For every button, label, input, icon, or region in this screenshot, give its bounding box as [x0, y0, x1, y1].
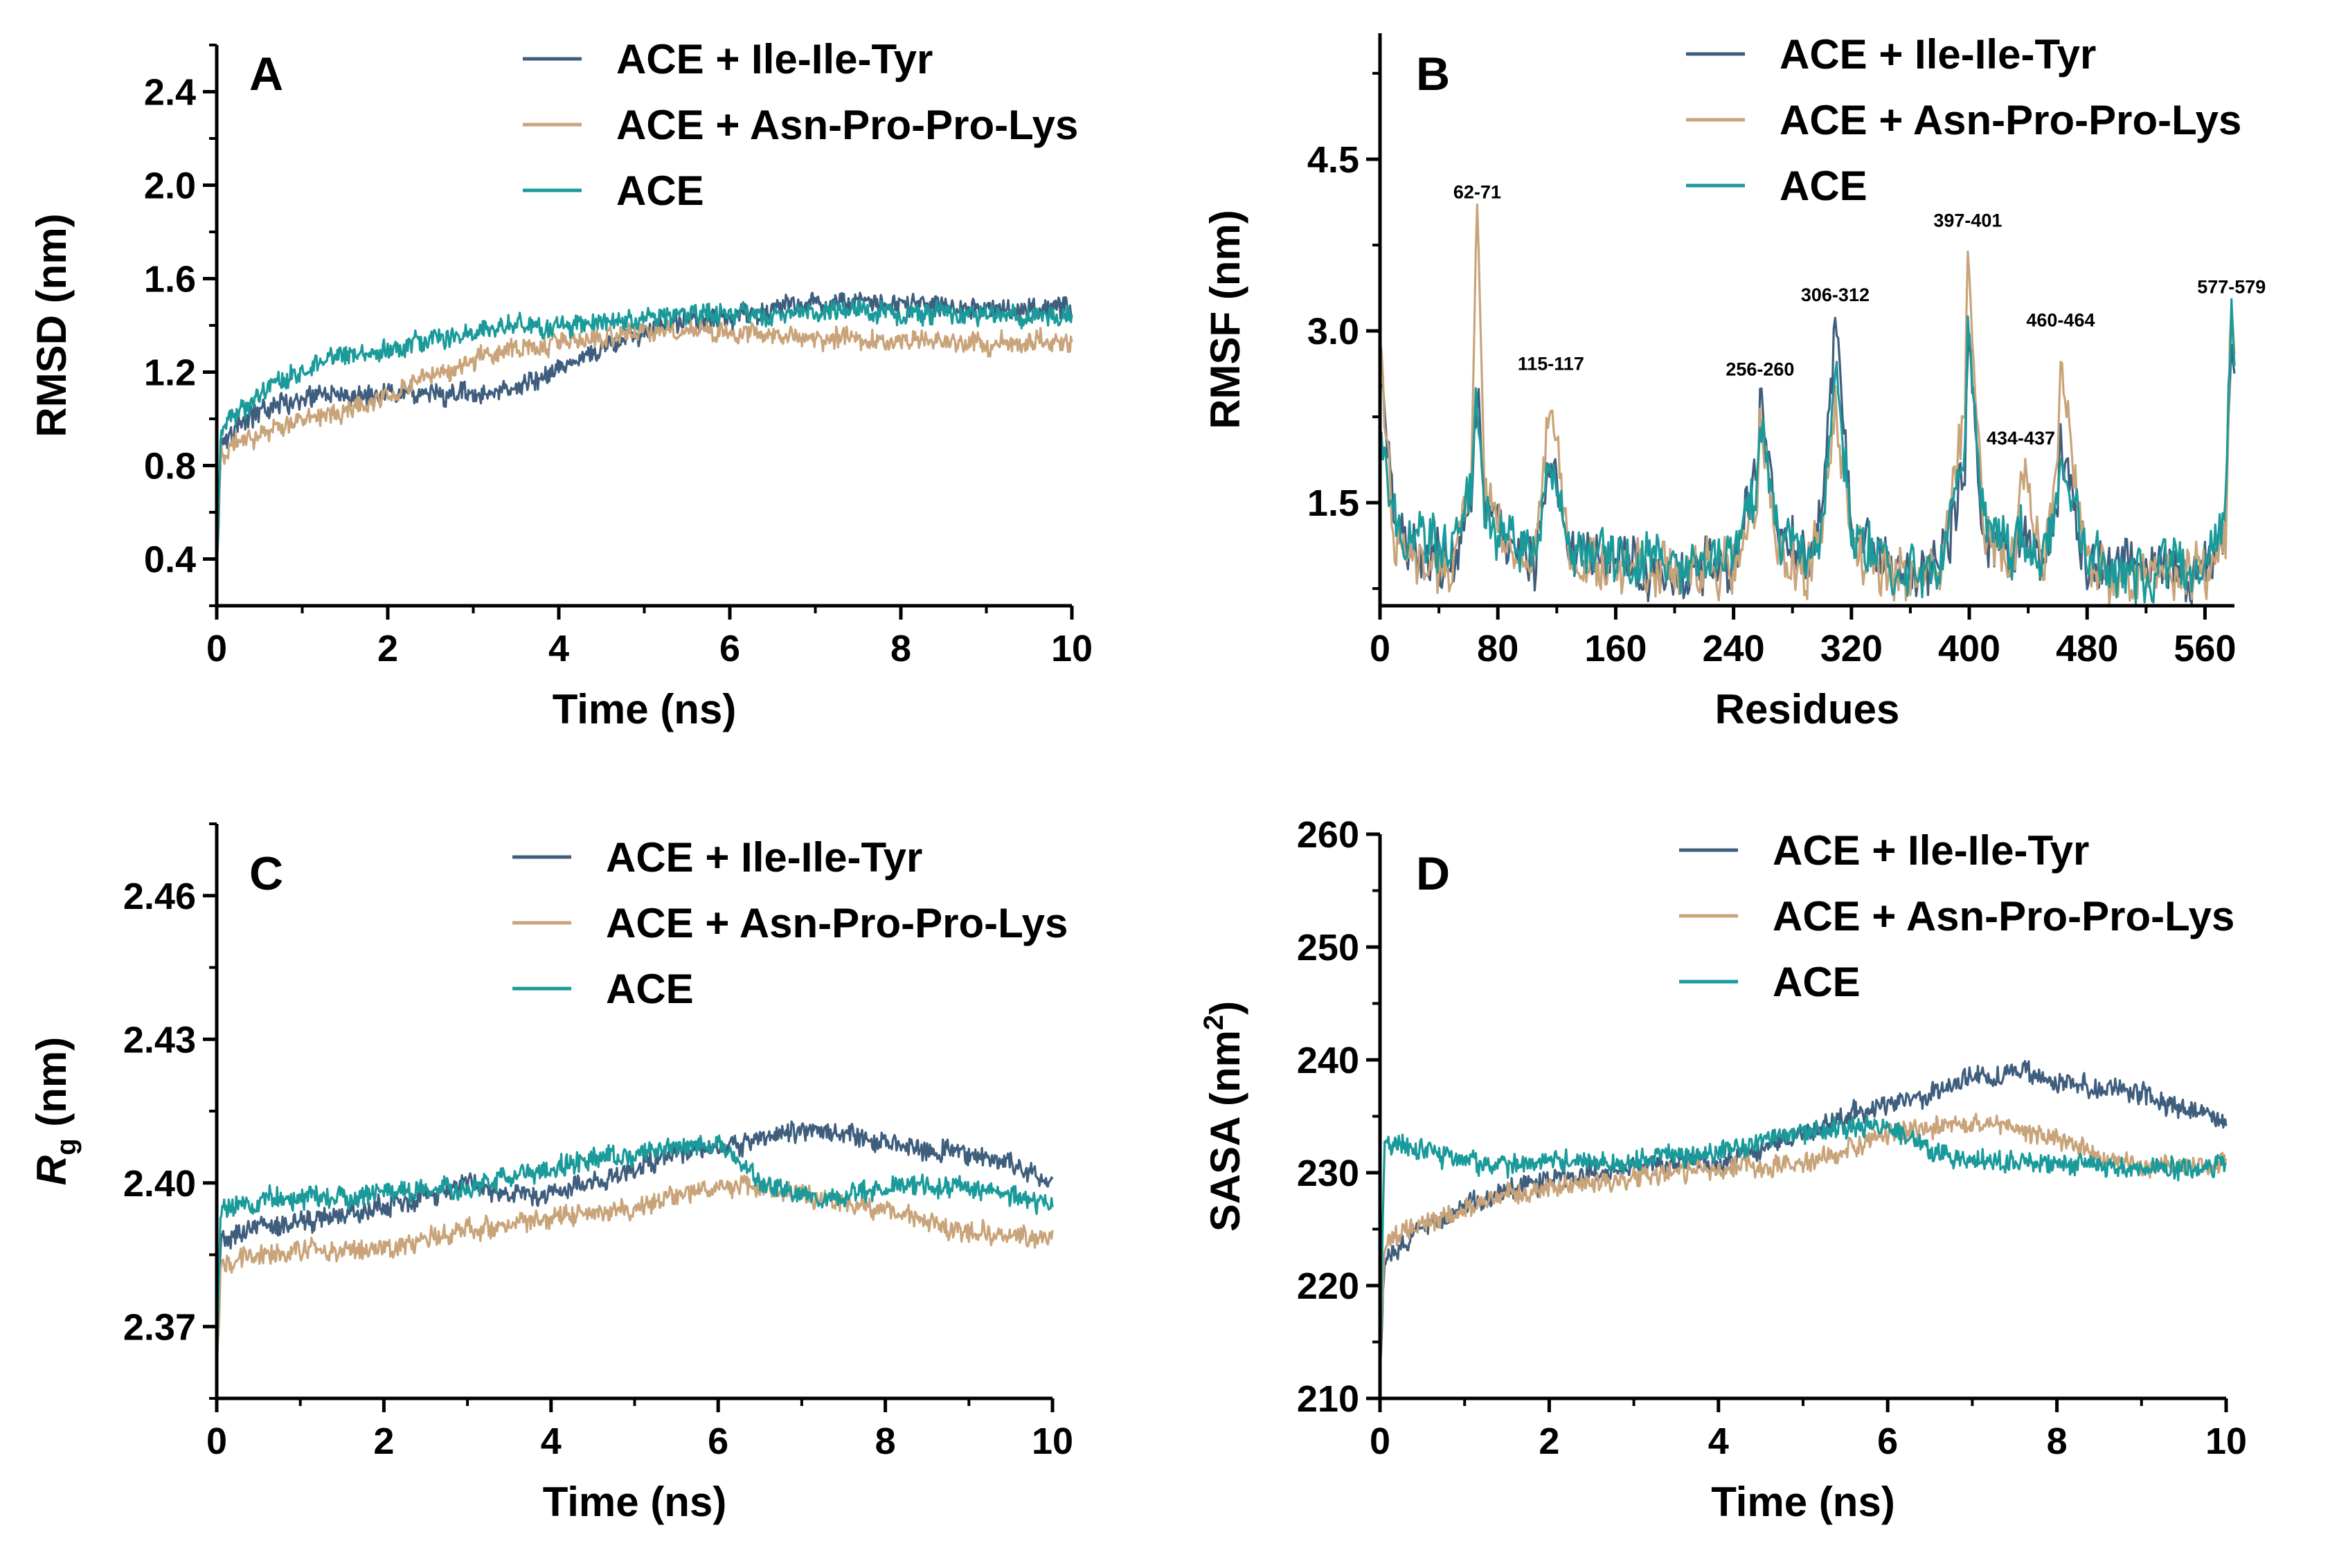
x-tick-label: 6: [719, 628, 740, 669]
y-tick-label: 3.0: [1307, 311, 1359, 352]
x-tick-label: 8: [875, 1421, 896, 1462]
series-line: [215, 291, 1073, 570]
legend-label: ACE: [616, 168, 704, 214]
y-axis-title: Rg (nm): [28, 1037, 82, 1185]
x-tick-label: 8: [890, 628, 911, 669]
y-axis-title: RMSF (nm): [1202, 210, 1248, 429]
x-tick-label: 160: [1584, 628, 1647, 669]
y-tick-label: 250: [1297, 927, 1359, 968]
peak-annotation: 306-312: [1801, 285, 1870, 305]
legend-label: ACE + Ile-Ile-Tyr: [616, 36, 933, 82]
y-tick-label: 4.5: [1307, 139, 1359, 181]
series-line: [215, 298, 1073, 568]
peak-annotation: 397-401: [1933, 210, 2002, 231]
series-line: [215, 1174, 1054, 1376]
x-tick-label: 400: [1938, 628, 2000, 669]
x-tick-label: 6: [708, 1421, 728, 1462]
series-line: [215, 1134, 1054, 1383]
panel-letter: D: [1416, 847, 1450, 900]
y-axis-title: SASA (nm2): [1199, 1001, 1248, 1232]
y-tick-label: 210: [1297, 1378, 1359, 1420]
x-tick-label: 10: [1032, 1421, 1073, 1462]
panel-b: 0 80 160 240 320 400 480 560 1.5 3.0 4.5 Residues RM…: [1202, 31, 2266, 732]
x-tick-label: 240: [1703, 628, 1765, 669]
legend-label: ACE: [1780, 163, 1867, 209]
x-tick-label: 0: [206, 628, 227, 669]
panel-letter: A: [249, 48, 283, 100]
y-tick-label: 0.8: [144, 446, 196, 487]
y-tick-label: 2.4: [144, 72, 196, 114]
legend-label: ACE: [606, 966, 694, 1012]
legend: ACE + Ile-Ile-Tyr ACE + Asn-Pro-Pro-Lys AC…: [1679, 827, 2234, 1005]
peak-annotation: 62-71: [1453, 181, 1501, 202]
panel-c: 0 2 4 6 8 10 2.37 2.40 2.43 2.46 Time (ns) Rg (nm) C…: [28, 822, 1073, 1525]
x-tick-label: 0: [1370, 628, 1390, 669]
peak-annotation: 115-117: [1518, 353, 1584, 374]
y-tick-label: 240: [1297, 1040, 1359, 1081]
x-tick-label: 320: [1820, 628, 1883, 669]
x-tick-label: 10: [1051, 628, 1093, 669]
x-tick-label: 8: [2047, 1421, 2068, 1462]
x-tick-label: 4: [548, 628, 569, 669]
x-axis-title: Residues: [1715, 686, 1900, 732]
series-line: [215, 317, 1073, 577]
y-tick-label: 2.40: [123, 1163, 196, 1205]
y-axis-title: RMSD (nm): [28, 213, 75, 437]
series-line: [1379, 203, 2236, 605]
peak-annotation: 460-464: [2026, 310, 2095, 331]
x-tick-label: 4: [1708, 1421, 1729, 1462]
x-tick-label: 480: [2056, 628, 2118, 669]
x-tick-label: 4: [541, 1421, 562, 1462]
y-tick-label: 2.43: [123, 1019, 196, 1061]
x-axis-title: Time (ns): [553, 686, 737, 732]
y-tick-label: 230: [1297, 1153, 1359, 1194]
x-tick-label: 2: [373, 1421, 394, 1462]
series-line: [1379, 1060, 2228, 1371]
legend-label: ACE + Ile-Ile-Tyr: [606, 834, 922, 881]
y-tick-label: 2.37: [123, 1306, 196, 1348]
x-tick-label: 2: [1539, 1421, 1559, 1462]
legend-label: ACE + Ile-Ile-Tyr: [1773, 827, 2089, 874]
legend: ACE + Ile-Ile-Tyr ACE + Asn-Pro-Pro-Lys AC…: [523, 36, 1078, 214]
y-tick-label: 1.2: [144, 352, 196, 394]
x-axis-title: Time (ns): [543, 1479, 727, 1525]
y-tick-label: 1.5: [1307, 483, 1359, 524]
y-tick-label: 0.4: [144, 539, 196, 581]
peak-annotation: 434-437: [1987, 428, 2055, 449]
peak-annotation: 256-260: [1726, 359, 1794, 380]
series-line: [1379, 298, 2236, 605]
panel-d: 0 2 4 6 8 10 210 220 230 240 250 260 Time (ns) SASA (…: [1199, 814, 2247, 1525]
y-tick-label: 260: [1297, 814, 1359, 856]
legend-label: ACE + Asn-Pro-Pro-Lys: [606, 900, 1068, 946]
panel-a: 0 2 4 6 8 10 0.4 0.8 1.2 1.6 2.0 2.4 Time (ns) RMSD (…: [28, 36, 1093, 732]
x-tick-label: 2: [377, 628, 398, 669]
series-line: [1379, 1112, 2228, 1378]
x-tick-label: 80: [1477, 628, 1518, 669]
x-tick-label: 6: [1877, 1421, 1898, 1462]
legend-label: ACE + Asn-Pro-Pro-Lys: [616, 102, 1078, 148]
x-tick-label: 10: [2205, 1421, 2247, 1462]
x-axis-title: Time (ns): [1711, 1479, 1895, 1525]
y-tick-label: 220: [1297, 1265, 1359, 1307]
x-tick-label: 560: [2174, 628, 2236, 669]
x-tick-label: 0: [1370, 1421, 1390, 1462]
y-tick-label: 1.6: [144, 259, 196, 300]
x-tick-label: 0: [206, 1421, 227, 1462]
legend-label: ACE + Asn-Pro-Pro-Lys: [1773, 893, 2234, 939]
panel-letter: C: [249, 847, 283, 900]
peak-annotation: 577-579: [2197, 277, 2266, 298]
y-tick-label: 2.46: [123, 876, 196, 917]
legend-label: ACE + Asn-Pro-Pro-Lys: [1780, 97, 2241, 143]
y-tick-label: 2.0: [144, 165, 196, 207]
series-line: [215, 1120, 1054, 1369]
legend: ACE + Ile-Ile-Tyr ACE + Asn-Pro-Pro-Lys AC…: [512, 834, 1068, 1012]
series-line: [1379, 1115, 2228, 1370]
legend-label: ACE: [1773, 959, 1861, 1005]
panel-letter: B: [1416, 48, 1450, 100]
legend: ACE + Ile-Ile-Tyr ACE + Asn-Pro-Pro-Lys AC…: [1686, 31, 2241, 209]
legend-label: ACE + Ile-Ile-Tyr: [1780, 31, 2096, 78]
